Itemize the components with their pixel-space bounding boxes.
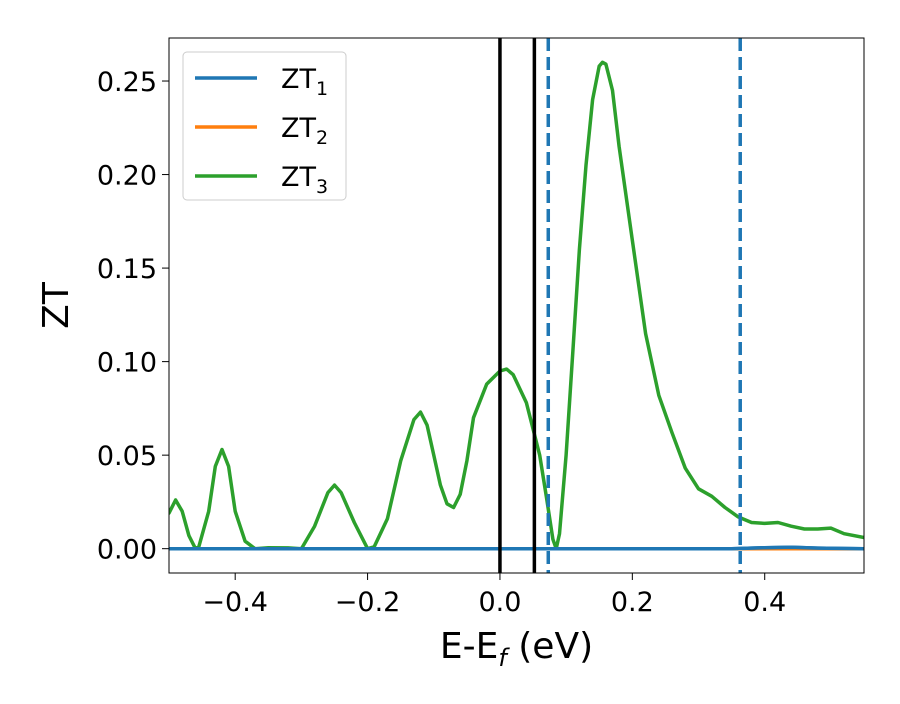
legend-label-zt3: ZT3 [281, 162, 328, 198]
x-axis-label-main: E-E [440, 626, 498, 667]
x-axis: −0.4 −0.2 0.0 0.2 0.4 [202, 573, 786, 618]
y-tick-label: 0.10 [97, 348, 157, 379]
x-axis-label: E-Ef (eV) [440, 626, 593, 672]
x-tick-label: 0.2 [611, 587, 654, 618]
x-tick-label: −0.2 [335, 587, 401, 618]
legend-label-zt2: ZT2 [281, 113, 328, 149]
legend-label-zt1: ZT1 [281, 64, 328, 100]
y-axis-label: ZT [36, 281, 77, 329]
series-line-zt1-baseline [169, 545, 864, 551]
y-axis: 0.00 0.05 0.10 0.15 0.20 0.25 [97, 67, 169, 566]
y-tick-label: 0.15 [97, 254, 157, 285]
x-tick-label: 0.0 [478, 587, 521, 618]
y-tick-label: 0.25 [97, 67, 157, 98]
x-tick-label: −0.4 [202, 587, 268, 618]
y-tick-label: 0.05 [97, 441, 157, 472]
legend-box [182, 51, 347, 201]
x-axis-label-unit: (eV) [507, 626, 593, 667]
reference-lines [498, 38, 742, 573]
y-tick-label: 0.00 [97, 535, 157, 566]
x-tick-label: 0.4 [743, 587, 786, 618]
legend: ZT1 ZT2 ZT3 [182, 51, 347, 201]
y-tick-label: 0.20 [97, 161, 157, 192]
plot-frame [168, 37, 865, 574]
